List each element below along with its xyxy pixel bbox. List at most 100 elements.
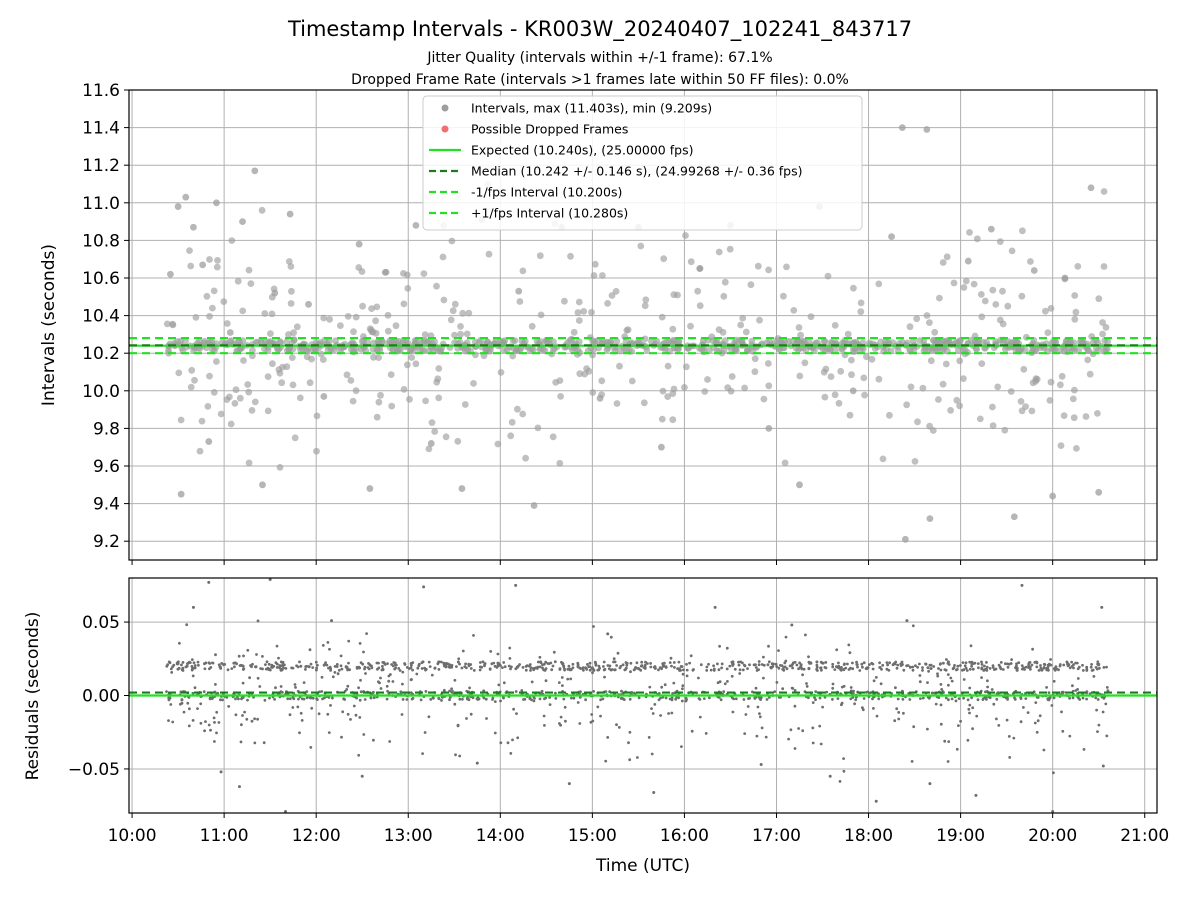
interval-point (182, 337, 189, 345)
interval-point (800, 338, 808, 346)
residual-point (959, 664, 962, 667)
residual-point (508, 646, 512, 650)
residual-point (222, 663, 226, 667)
residual-point (243, 710, 247, 714)
residual-point (448, 698, 451, 702)
residual-point (680, 745, 683, 748)
interval-point (534, 424, 542, 432)
residual-point (439, 660, 443, 664)
interval-point (392, 322, 400, 330)
residual-point (320, 690, 324, 693)
residual-point (1081, 696, 1085, 700)
residual-point (381, 668, 385, 672)
interval-point (1069, 395, 1077, 403)
residual-point (601, 697, 605, 701)
residual-point (719, 698, 723, 702)
residual-point (239, 740, 243, 744)
interval-point (704, 376, 711, 383)
interval-point (206, 372, 213, 380)
intervals-points (167, 124, 1103, 543)
residual-point (807, 666, 811, 670)
residual-point (1092, 675, 1096, 678)
interval-point (844, 330, 852, 338)
residual-point (658, 666, 662, 670)
residual-point (712, 664, 715, 668)
residual-point (947, 683, 950, 687)
residual-point (420, 667, 424, 670)
residual-point (831, 665, 835, 669)
interval-point (989, 286, 997, 294)
interval-point (936, 294, 943, 302)
residual-point (746, 667, 749, 670)
residual-point (671, 692, 674, 695)
interval-point (240, 357, 247, 364)
residual-point (824, 661, 828, 664)
residual-point (561, 684, 564, 687)
residual-point (422, 585, 426, 589)
residual-point (279, 690, 283, 694)
interval-point (552, 379, 560, 386)
interval-point (269, 360, 276, 368)
residual-point (1035, 665, 1039, 669)
residual-point (391, 680, 395, 683)
residual-point (944, 668, 948, 672)
residual-point (995, 697, 999, 701)
residual-point (581, 666, 585, 669)
residual-point (1060, 710, 1063, 714)
interval-point (1049, 492, 1057, 500)
interval-point (1058, 372, 1066, 380)
residual-point (401, 670, 405, 674)
residual-point (944, 696, 948, 700)
residual-point (290, 666, 293, 670)
interval-point (519, 410, 527, 418)
residual-point (323, 696, 326, 700)
residual-point (498, 663, 501, 666)
residual-point (726, 680, 729, 683)
residual-point (393, 661, 397, 665)
interval-point (765, 425, 773, 432)
interval-point (943, 253, 951, 261)
interval-point (286, 210, 294, 218)
interval-point (604, 300, 611, 307)
residual-point (530, 680, 534, 684)
residual-point (691, 668, 695, 672)
interval-point (1027, 258, 1034, 265)
residual-point (893, 719, 897, 723)
interval-point (916, 337, 924, 344)
residual-point (249, 664, 252, 667)
residual-point (877, 697, 881, 701)
interval-point (348, 346, 355, 353)
interval-point (223, 320, 231, 327)
interval-point (210, 389, 218, 396)
residual-point (450, 687, 453, 691)
residual-point (214, 653, 217, 657)
residual-point (952, 666, 956, 670)
interval-point (612, 288, 620, 295)
interval-point (720, 347, 728, 354)
residual-point (546, 662, 550, 665)
residual-point (970, 696, 973, 700)
time-xtick-label: 11:00 (200, 826, 249, 846)
interval-point (846, 411, 854, 419)
residual-point (894, 686, 897, 690)
interval-point (596, 394, 604, 402)
interval-point (669, 325, 677, 333)
residual-point (921, 669, 924, 672)
time-xtick-label: 19:00 (936, 826, 985, 846)
interval-point (1057, 381, 1064, 389)
interval-point (177, 490, 185, 498)
residual-point (509, 752, 513, 755)
residual-point (712, 667, 716, 671)
interval-point (1084, 356, 1092, 364)
interval-point (1057, 346, 1064, 354)
interval-point (213, 199, 220, 207)
interval-point (464, 346, 471, 354)
interval-point (576, 370, 584, 378)
residual-point (939, 668, 943, 672)
residual-point (1074, 689, 1078, 692)
interval-point (245, 459, 253, 467)
interval-point (209, 304, 216, 312)
residual-point (1050, 704, 1054, 707)
interval-point (550, 338, 557, 346)
residual-point (689, 654, 693, 658)
